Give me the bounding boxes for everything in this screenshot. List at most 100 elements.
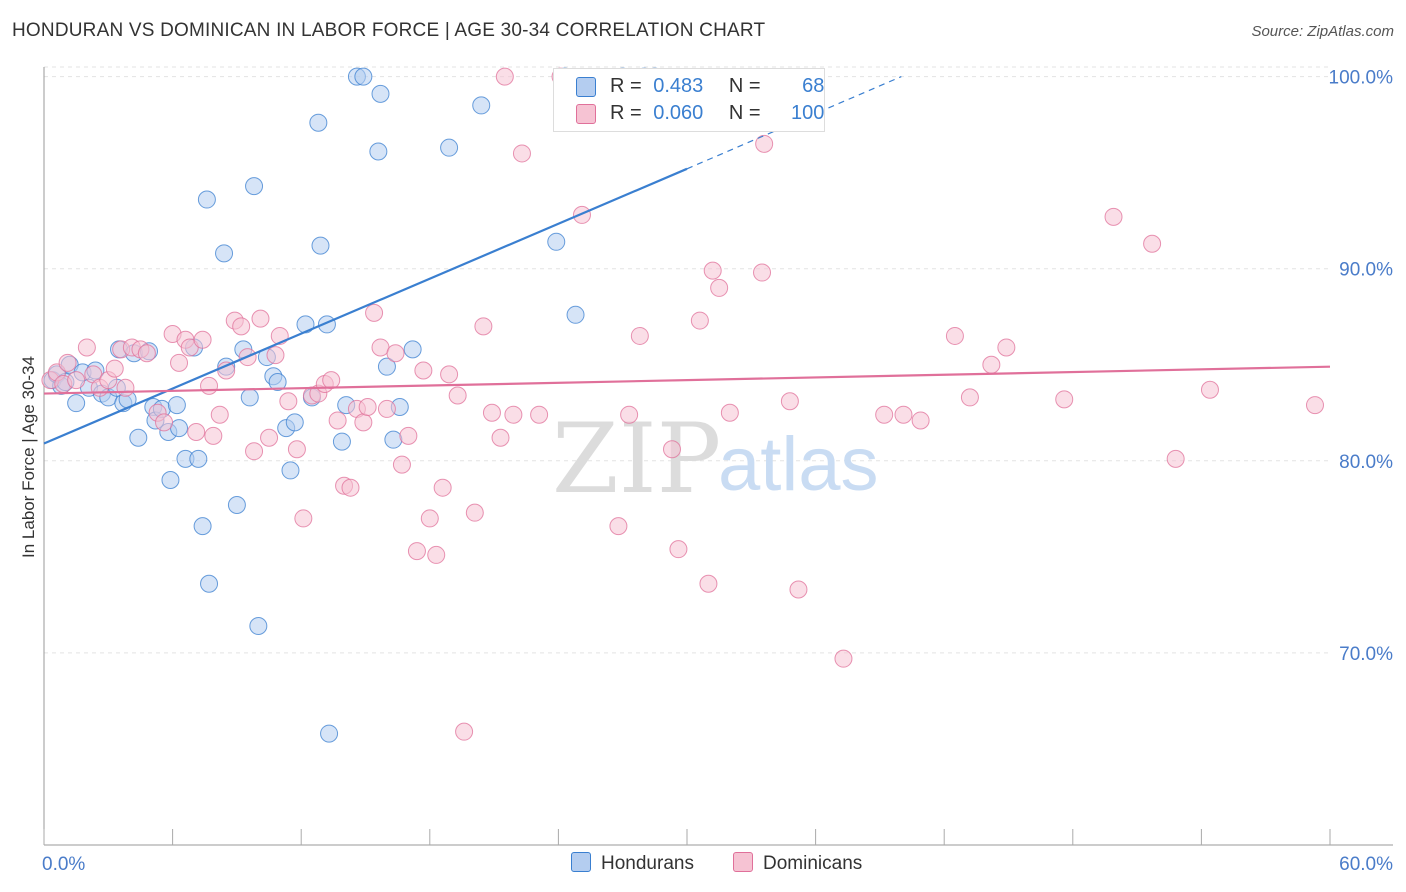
honduran-point — [332, 432, 351, 451]
watermark-zip: ZIP — [552, 403, 721, 515]
dominican-point — [669, 540, 688, 559]
dominican-point — [77, 338, 96, 357]
honduran-point — [245, 177, 264, 196]
honduran-point — [197, 190, 216, 209]
dominican-point — [1305, 396, 1324, 415]
dominican-point — [710, 278, 729, 297]
honduran-point — [354, 67, 373, 86]
honduran-point — [193, 517, 212, 536]
dominican-point — [789, 580, 808, 599]
dominican-point — [433, 478, 452, 497]
honduran-point — [377, 357, 396, 376]
dominican-point — [399, 426, 418, 445]
dominicans-legend-label: Dominicans — [763, 853, 863, 874]
honduran-point — [67, 394, 86, 413]
dominican-point — [287, 440, 306, 459]
legend-item-dominicans[interactable]: Dominicans — [733, 852, 862, 875]
dominican-point — [294, 509, 313, 528]
dominican-point — [440, 365, 459, 384]
honduran-point — [268, 373, 287, 392]
dominican-point — [200, 376, 219, 395]
dominican-point — [210, 405, 229, 424]
x-tick-label: 0.0% — [42, 854, 85, 875]
dominican-point — [58, 353, 77, 372]
y-tick-label: 70.0% — [1339, 644, 1393, 665]
honduran-point — [189, 449, 208, 468]
honduran-point — [384, 430, 403, 449]
dominican-point — [193, 330, 212, 349]
honduran-point — [170, 419, 189, 438]
honduran-point — [240, 388, 259, 407]
dominican-point — [358, 398, 377, 417]
dominican-point — [875, 405, 894, 424]
dominican-point — [703, 261, 722, 280]
hondurans-legend-label: Hondurans — [601, 853, 694, 874]
dominican-point — [322, 371, 341, 390]
dominican-trendline — [43, 365, 1331, 395]
dominican-point — [217, 361, 236, 380]
trend-layer — [43, 76, 1331, 445]
points-layer — [41, 67, 1324, 743]
x-tick-label: 60.0% — [1339, 854, 1393, 875]
dominican-point — [572, 205, 591, 224]
axis-layer: 100.0% 90.0% 80.0% 70.0% 0.0% 60.0% — [42, 67, 1393, 875]
source-label: Source: ZipAtlas.com — [1251, 23, 1394, 40]
honduran-trendline-extension — [686, 76, 902, 170]
chart-title: HONDURAN VS DOMINICAN IN LABOR FORCE | A… — [12, 20, 766, 41]
dominican-point — [609, 517, 628, 536]
dominican-point — [371, 338, 390, 357]
dominican-point — [232, 317, 251, 336]
dominican-point — [245, 442, 264, 461]
dominican-point — [780, 392, 799, 411]
n-value: 68 — [802, 75, 825, 97]
dominican-point — [662, 440, 681, 459]
r-label: R = — [610, 75, 642, 97]
dominican-point — [365, 303, 384, 322]
dominican-point — [690, 311, 709, 330]
legend-item-hondurans[interactable]: Hondurans — [571, 852, 694, 875]
dominican-point — [116, 378, 135, 397]
hondurans-swatch — [576, 77, 596, 97]
honduran-point — [161, 471, 180, 490]
honduran-point — [309, 113, 328, 132]
honduran-point — [320, 724, 339, 743]
dominican-point — [997, 338, 1016, 357]
dominican-point — [1104, 207, 1123, 226]
dominican-point — [392, 455, 411, 474]
dominican-point — [491, 428, 510, 447]
r-value: 0.483 — [653, 75, 704, 97]
dominican-point — [260, 428, 279, 447]
honduran-point — [249, 617, 268, 636]
dominican-point — [894, 405, 913, 424]
honduran-point — [215, 244, 234, 263]
dominican-point — [982, 355, 1001, 374]
dominican-point — [266, 346, 285, 365]
dominican-point — [465, 503, 484, 522]
dominican-point — [328, 411, 347, 430]
dominican-point — [155, 413, 174, 432]
r-value: 0.060 — [653, 102, 704, 124]
dominican-point — [753, 263, 772, 282]
dominican-point — [354, 413, 373, 432]
honduran-point — [167, 396, 186, 415]
y-tick-label: 80.0% — [1339, 452, 1393, 473]
dominican-point — [1055, 390, 1074, 409]
dominican-point — [1200, 380, 1219, 399]
dominican-point — [720, 403, 739, 422]
y-tick-label: 90.0% — [1339, 260, 1393, 281]
stats-legend: R = 0.483 N = 68 R = 0.060 N = 100 — [553, 68, 825, 132]
r-label: R = — [610, 102, 642, 124]
dominican-point — [755, 134, 774, 153]
honduran-point — [440, 138, 459, 157]
dominican-point — [386, 344, 405, 363]
dominican-point — [474, 317, 493, 336]
dominican-point — [620, 405, 639, 424]
y-axis-label: In Labor Force | Age 30-34 — [19, 356, 38, 558]
honduran-point — [566, 305, 585, 324]
honduran-point — [371, 84, 390, 103]
dominican-point — [67, 371, 86, 390]
dominican-point — [699, 574, 718, 593]
y-tick-label: 100.0% — [1329, 68, 1394, 89]
dominican-point — [279, 392, 298, 411]
dominican-point — [911, 411, 930, 430]
